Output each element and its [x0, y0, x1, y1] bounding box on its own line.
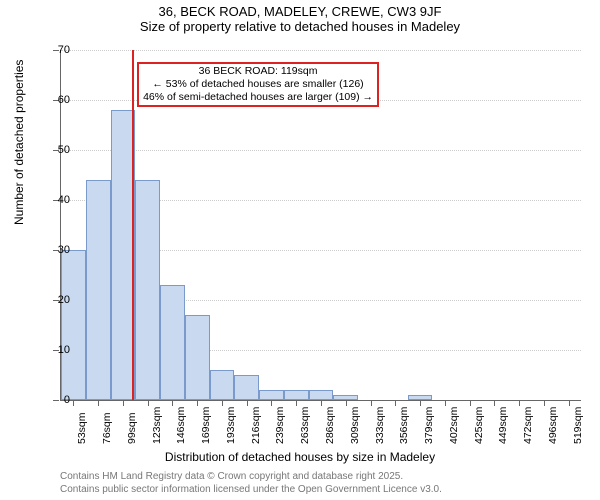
- annotation-line1: 36 BECK ROAD: 119sqm: [143, 65, 373, 78]
- xtick: [470, 401, 471, 406]
- xtick: [494, 401, 495, 406]
- histogram-bar: [259, 390, 284, 400]
- annotation-box: 36 BECK ROAD: 119sqm← 53% of detached ho…: [137, 62, 379, 107]
- xtick-label: 402sqm: [448, 407, 460, 444]
- xtick-label: 99sqm: [126, 412, 138, 444]
- xtick-label: 379sqm: [423, 407, 435, 444]
- xtick-label: 449sqm: [497, 407, 509, 444]
- histogram-bar: [284, 390, 309, 400]
- annotation-line2: ← 53% of detached houses are smaller (12…: [143, 78, 373, 91]
- ytick-label: 60: [40, 94, 70, 106]
- xtick-label: 472sqm: [522, 407, 534, 444]
- xtick: [197, 401, 198, 406]
- xtick-label: 53sqm: [76, 412, 88, 444]
- xtick-label: 333sqm: [374, 407, 386, 444]
- xtick: [222, 401, 223, 406]
- xtick-label: 169sqm: [200, 407, 212, 444]
- xtick-label: 309sqm: [349, 407, 361, 444]
- ytick-label: 30: [40, 244, 70, 256]
- xtick: [420, 401, 421, 406]
- ytick-label: 0: [40, 394, 70, 406]
- xtick: [569, 401, 570, 406]
- gridline: [61, 50, 581, 51]
- xtick-label: 356sqm: [398, 407, 410, 444]
- xtick: [247, 401, 248, 406]
- histogram-bar: [160, 285, 185, 400]
- ytick-label: 10: [40, 344, 70, 356]
- xtick-label: 519sqm: [572, 407, 584, 444]
- histogram-bar: [61, 250, 86, 400]
- histogram-bar: [135, 180, 160, 400]
- xtick: [371, 401, 372, 406]
- ytick-label: 40: [40, 194, 70, 206]
- xtick: [346, 401, 347, 406]
- ytick-label: 70: [40, 44, 70, 56]
- histogram-bar: [234, 375, 259, 400]
- xtick-label: 76sqm: [101, 412, 113, 444]
- histogram-bar: [185, 315, 210, 400]
- xtick-label: 496sqm: [547, 407, 559, 444]
- histogram-bar: [408, 395, 433, 400]
- y-axis-label: Number of detached properties: [12, 60, 26, 225]
- plot-region: 36 BECK ROAD: 119sqm← 53% of detached ho…: [60, 50, 581, 401]
- xtick: [148, 401, 149, 406]
- ytick-label: 50: [40, 144, 70, 156]
- title-subtitle: Size of property relative to detached ho…: [0, 19, 600, 34]
- x-axis-label: Distribution of detached houses by size …: [0, 450, 600, 464]
- xtick: [544, 401, 545, 406]
- xtick-label: 123sqm: [151, 407, 163, 444]
- xtick-label: 193sqm: [225, 407, 237, 444]
- title-address: 36, BECK ROAD, MADELEY, CREWE, CW3 9JF: [0, 4, 600, 19]
- xtick-label: 286sqm: [324, 407, 336, 444]
- xtick: [445, 401, 446, 406]
- chart-area: 36 BECK ROAD: 119sqm← 53% of detached ho…: [60, 50, 580, 400]
- xtick: [172, 401, 173, 406]
- histogram-bar: [333, 395, 358, 400]
- histogram-bar: [309, 390, 334, 400]
- footer-attribution: Contains HM Land Registry data © Crown c…: [60, 471, 442, 496]
- xtick-label: 239sqm: [274, 407, 286, 444]
- xtick-label: 146sqm: [175, 407, 187, 444]
- xtick: [123, 401, 124, 406]
- xtick: [73, 401, 74, 406]
- footer-line2: Contains public sector information licen…: [60, 484, 442, 497]
- xtick-label: 425sqm: [473, 407, 485, 444]
- footer-line1: Contains HM Land Registry data © Crown c…: [60, 471, 442, 484]
- xtick-label: 216sqm: [250, 407, 262, 444]
- histogram-bar: [86, 180, 111, 400]
- xtick: [395, 401, 396, 406]
- xtick: [271, 401, 272, 406]
- xtick-label: 263sqm: [299, 407, 311, 444]
- property-marker-line: [132, 50, 134, 400]
- xtick: [519, 401, 520, 406]
- xtick: [98, 401, 99, 406]
- ytick-label: 20: [40, 294, 70, 306]
- histogram-bar: [210, 370, 235, 400]
- gridline: [61, 150, 581, 151]
- xtick: [321, 401, 322, 406]
- annotation-line3: 46% of semi-detached houses are larger (…: [143, 91, 373, 104]
- xtick: [296, 401, 297, 406]
